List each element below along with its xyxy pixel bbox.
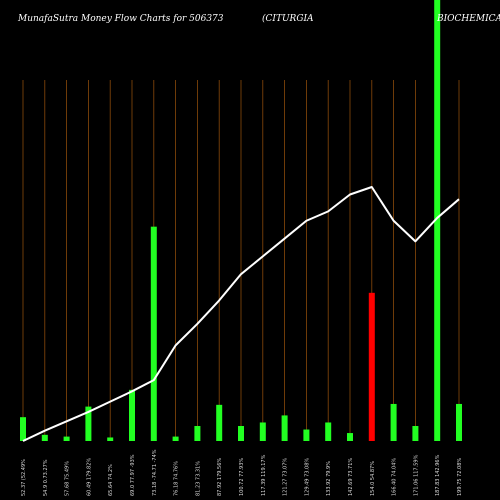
x-tick-label: 81.23 73.31%	[195, 461, 201, 496]
x-tick-label: 87.92 179.56%	[217, 458, 223, 496]
money-flow-bar	[20, 417, 26, 441]
money-flow-bar	[63, 436, 70, 441]
money-flow-bar	[303, 429, 310, 441]
x-tick-label: 54.9 0.73.27%	[43, 459, 49, 496]
bars	[20, 0, 462, 441]
chart-title-mid: (CITURGIA	[262, 13, 314, 24]
grid-lines	[22, 80, 460, 441]
x-tick-label: 142.69 73.71%	[348, 458, 354, 496]
money-flow-bar	[259, 422, 266, 441]
x-tick-label: 121.27 73.07%	[283, 458, 289, 496]
money-flow-bar	[456, 403, 462, 441]
money-flow-bar	[347, 433, 353, 441]
money-flow-bar	[412, 426, 419, 441]
x-tick-label: 171.06 117.59%	[413, 454, 419, 496]
money-flow-bar	[238, 426, 244, 441]
flow-line	[22, 186, 460, 442]
x-tick-label: 187.83 142.96%	[435, 454, 441, 496]
money-flow-bar	[368, 292, 375, 441]
x-tick-label: 73.18 -74.71 -74%	[152, 449, 158, 496]
x-tick-label: 154.0 54.87%	[370, 461, 376, 496]
x-tick-label: 60.49 179.82%	[86, 458, 92, 496]
x-tick-label: 129.49 73.08%	[304, 458, 310, 496]
money-flow-bar	[281, 415, 288, 441]
money-flow-bar	[172, 436, 179, 441]
x-tick-label: 117.39 119.17%	[261, 454, 267, 496]
x-tick-label: 100.72 77.93%	[239, 458, 245, 496]
x-tick-label: 166.40 74.04%	[392, 458, 398, 496]
chart-title-right: BIOCHEMICALS	[436, 14, 500, 24]
money-flow-bar	[107, 437, 114, 441]
x-tick-label: 57.68 75.49%	[65, 461, 71, 496]
money-flow-bar	[434, 0, 441, 441]
x-tick-label: 69.0 77.97 -93%	[130, 454, 136, 496]
money-flow-bar	[129, 389, 135, 441]
x-tick-labels: 52.37 (52.49% 54.9 0.73.27% 57.68 75.49% 60…	[21, 449, 463, 496]
flow-trend-line	[22, 186, 460, 442]
money-flow-bar	[85, 406, 92, 441]
x-tick-label: 76.18 74.76%	[174, 461, 180, 496]
money-flow-bar	[194, 426, 201, 441]
money-flow-bar	[325, 422, 332, 441]
x-tick-label: 199.75 72.08%	[457, 458, 463, 496]
x-tick-label: 52.37 (52.49%	[21, 459, 27, 496]
chart-title-left: MunafaSutra Money Flow Charts for 506373	[17, 14, 224, 24]
money-flow-bar	[390, 403, 397, 441]
money-flow-bar	[216, 404, 223, 441]
money-flow-bar	[150, 226, 157, 441]
money-flow-bar	[41, 434, 48, 441]
x-tick-label: 65.64 74.2%	[108, 464, 114, 496]
x-tick-label: 133.92 79.9%	[326, 461, 332, 496]
